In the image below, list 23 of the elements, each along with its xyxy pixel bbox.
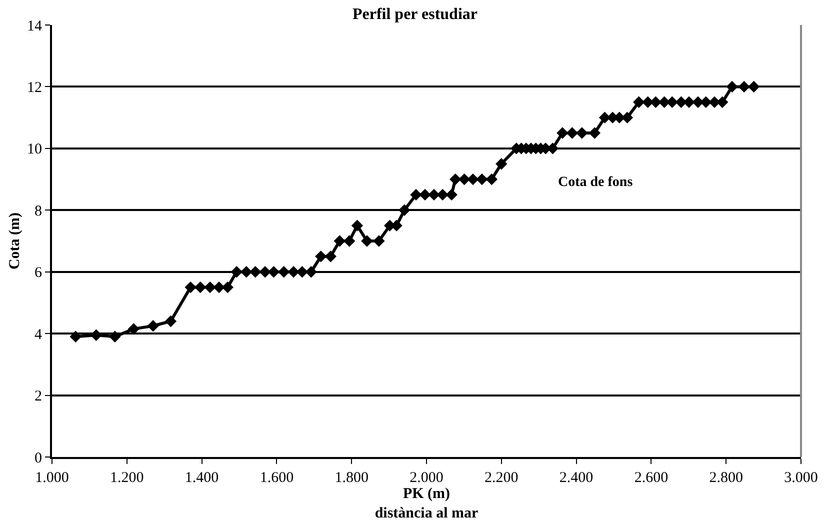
x-tick-label: 2.000 [410, 470, 444, 486]
chart-title: Perfil per estudiar [352, 6, 478, 24]
y-tick-label: 12 [27, 80, 42, 96]
y-tick-label: 8 [34, 203, 42, 220]
x-axis-title: PK (m) distància al mar [374, 486, 478, 522]
x-tick-label: 2.200 [484, 470, 518, 486]
x-tick-label: 1.400 [184, 470, 219, 486]
x-tick-label: 2.400 [559, 470, 594, 486]
x-tick-label: 1.000 [35, 470, 69, 486]
y-tick-label: 14 [27, 18, 42, 34]
y-axis-title: Cota (m) [6, 212, 23, 270]
x-tick-label: 1.800 [334, 470, 368, 486]
x-tick-label: 2.600 [634, 470, 668, 486]
y-tick-label: 0 [34, 450, 42, 466]
y-tick-label: 4 [34, 326, 42, 343]
y-tick-label: 10 [27, 142, 42, 158]
x-tick-label: 2.800 [709, 470, 743, 486]
series-label: Cota de fons [558, 175, 634, 190]
x-tick-label: 1.600 [260, 470, 294, 486]
y-tick-label: 2 [34, 388, 42, 405]
x-tick-label: 3.000 [784, 470, 818, 486]
y-tick-label: 6 [34, 265, 42, 282]
x-tick-label: 1.200 [110, 470, 144, 486]
